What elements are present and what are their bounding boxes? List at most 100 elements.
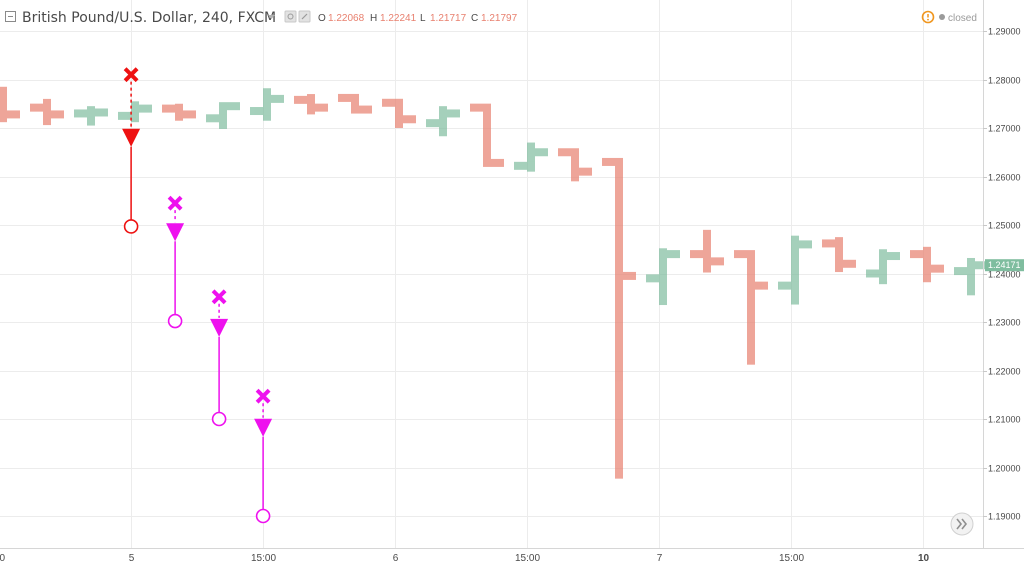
candle xyxy=(646,248,680,306)
target-circle-icon xyxy=(167,313,183,329)
arrow-down-icon xyxy=(166,223,185,242)
scroll-right-button[interactable] xyxy=(950,512,974,536)
candle-close-tick xyxy=(175,110,196,119)
target-circle-icon xyxy=(123,219,139,234)
time-tick-label: 00 xyxy=(0,553,5,564)
candle-close-tick xyxy=(615,271,636,280)
candle-range-bar xyxy=(835,237,843,273)
candle xyxy=(30,98,64,126)
candle-close-tick xyxy=(87,108,108,117)
time-tick-label: 7 xyxy=(657,553,663,564)
candle-open-tick xyxy=(646,274,667,283)
candle-open-tick xyxy=(206,114,227,123)
last-price-label: 1.24171 xyxy=(988,260,1021,270)
sell-signal xyxy=(166,195,185,329)
time-tick-label: 15:00 xyxy=(515,553,540,564)
collapse-icon[interactable] xyxy=(5,11,16,22)
ohlc-values: O 1.22068 H 1.22241 L 1.21717 C 1.21797 xyxy=(318,13,518,24)
candle xyxy=(294,94,328,115)
candle-range-bar xyxy=(571,149,579,182)
candle-range-bar xyxy=(527,142,535,172)
candle-range-bar xyxy=(791,235,799,305)
time-tick-label: 15:00 xyxy=(779,553,804,564)
format-icon[interactable] xyxy=(298,10,311,23)
candle-open-tick xyxy=(602,157,623,166)
ohlc-open-key: O xyxy=(318,13,326,24)
candle-close-tick xyxy=(659,250,680,259)
target-circle-icon xyxy=(211,411,227,427)
candle-close-tick xyxy=(439,109,460,118)
candle-open-tick xyxy=(0,102,7,111)
price-tick-label: 1.22000 xyxy=(988,367,1021,377)
candle-open-tick xyxy=(558,148,579,157)
candle-open-tick xyxy=(690,250,711,259)
candle-open-tick xyxy=(250,107,271,116)
candle-range-bar xyxy=(395,101,403,128)
cross-icon xyxy=(255,388,271,404)
settings-icon[interactable] xyxy=(284,10,297,23)
candle xyxy=(470,103,504,167)
status-dot-icon xyxy=(939,14,945,20)
candle-close-tick xyxy=(263,94,284,103)
candle xyxy=(734,250,768,365)
candle xyxy=(910,246,944,283)
candle-close-tick xyxy=(747,281,768,290)
candle-open-tick xyxy=(162,104,183,113)
price-axis[interactable]: 1.29000 1.28000 1.27000 1.26000 1.25000 1.240… xyxy=(983,27,1021,522)
candle-close-tick xyxy=(527,148,548,157)
candle xyxy=(206,102,240,129)
time-tick-label: 5 xyxy=(129,553,135,564)
candle xyxy=(162,103,196,121)
ohlc-low-value: 1.21717 xyxy=(430,13,467,24)
market-status[interactable]: closed xyxy=(921,10,977,25)
candle-range-bar xyxy=(483,107,491,166)
ohlc-open-value: 1.22068 xyxy=(328,13,365,24)
candle xyxy=(74,106,108,126)
arrow-down-icon xyxy=(210,318,229,337)
sell-signal xyxy=(254,388,273,524)
arrow-down-icon xyxy=(122,128,141,147)
candle xyxy=(866,249,900,285)
market-status-label: closed xyxy=(948,13,977,24)
price-tick-label: 1.29000 xyxy=(988,27,1021,37)
candle-range-bar xyxy=(967,257,975,296)
ohlc-high-key: H xyxy=(370,13,377,24)
ohlc-close-key: C xyxy=(471,13,478,24)
candle-close-tick xyxy=(571,167,592,176)
candle xyxy=(690,229,724,273)
candle-close-tick xyxy=(923,264,944,273)
warning-icon[interactable] xyxy=(921,10,935,24)
price-tick-label: 1.25000 xyxy=(988,221,1021,231)
candle-open-tick xyxy=(426,119,447,128)
candle xyxy=(118,101,152,123)
candle-open-tick xyxy=(74,109,95,118)
candle-open-tick xyxy=(294,95,315,104)
candle-close-tick xyxy=(483,158,504,167)
candle-close-tick xyxy=(219,102,240,111)
price-tick-label: 1.21000 xyxy=(988,415,1021,425)
candle-series xyxy=(0,86,988,479)
candle xyxy=(426,106,460,137)
candle-open-tick xyxy=(822,239,843,248)
price-tick-label: 1.19000 xyxy=(988,512,1021,522)
candle-open-tick xyxy=(382,98,403,107)
candle-close-tick xyxy=(351,105,372,114)
price-tick-label: 1.26000 xyxy=(988,173,1021,183)
candle-range-bar xyxy=(879,249,887,285)
last-price-box xyxy=(985,259,1024,272)
chevron-down-icon[interactable] xyxy=(268,15,275,19)
symbol-title[interactable]: British Pound/U.S. Dollar, 240, FXCM xyxy=(22,10,276,26)
candle-open-tick xyxy=(338,93,359,102)
candle xyxy=(382,98,416,128)
arrow-down-icon xyxy=(254,418,273,437)
candle-open-tick xyxy=(778,281,799,290)
sell-signal xyxy=(210,289,229,427)
candle-open-tick xyxy=(866,269,887,278)
time-axis[interactable]: 00 5 15:00 6 15:00 7 15:00 10 xyxy=(0,553,929,564)
candle-open-tick xyxy=(118,111,139,120)
candle-open-tick xyxy=(30,103,51,112)
candle xyxy=(822,237,856,273)
candle xyxy=(954,257,988,296)
